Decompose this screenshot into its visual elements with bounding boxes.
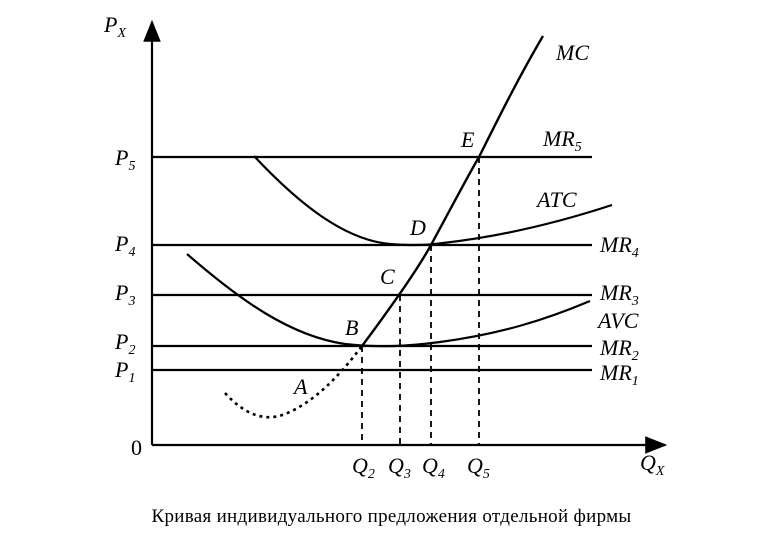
- point-d-label: D: [409, 215, 426, 240]
- x-axis-label: QX: [640, 450, 665, 479]
- origin-label: 0: [131, 435, 142, 460]
- quantity-label-q4: Q4: [422, 453, 445, 482]
- mc-curve: [361, 35, 545, 347]
- mr3-label: MR3: [599, 280, 639, 309]
- y-axis-label: PX: [103, 12, 126, 41]
- quantity-label-q2: Q2: [352, 453, 375, 482]
- price-label-p3: P3: [114, 280, 135, 309]
- diagram-caption: Кривая индивидуального предложения отдел…: [151, 506, 632, 527]
- mr2-label: MR2: [599, 335, 639, 364]
- point-c-label: C: [380, 264, 395, 289]
- mr1-label: MR1: [599, 360, 639, 389]
- mr4-label: MR4: [599, 232, 639, 261]
- atc-label: ATC: [535, 187, 577, 212]
- point-a-label: A: [292, 374, 308, 399]
- quantity-label-q5: Q5: [467, 453, 490, 482]
- price-label-p4: P4: [114, 231, 135, 260]
- avc-label: AVC: [596, 308, 639, 333]
- point-b-label: B: [345, 315, 358, 340]
- mc-curve-dotted: [224, 345, 364, 419]
- avc-curve: [186, 253, 591, 348]
- point-e-label: E: [460, 127, 475, 152]
- quantity-label-q3: Q3: [388, 453, 411, 482]
- mr5-label: MR5: [542, 126, 582, 155]
- price-label-p5: P5: [114, 145, 135, 174]
- atc-curve: [253, 155, 613, 247]
- price-label-p1: P1: [114, 357, 135, 386]
- price-label-p2: P2: [114, 329, 135, 358]
- mc-label: MC: [555, 40, 589, 65]
